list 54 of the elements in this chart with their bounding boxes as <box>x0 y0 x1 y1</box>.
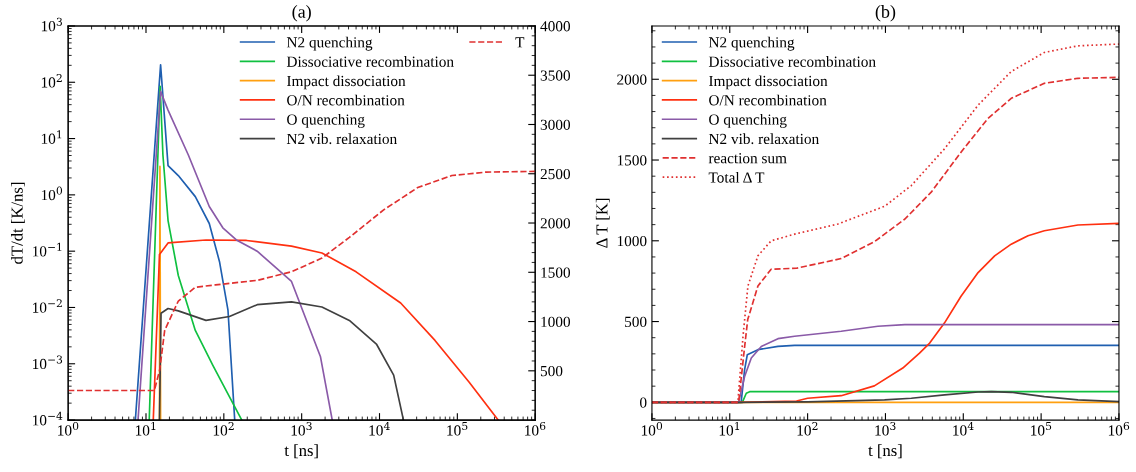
y-tick-label: 10$^{3}$ <box>41 17 62 32</box>
legend-label: Total Δ T <box>708 171 765 183</box>
x-tick-label: 10$^{1}$ <box>719 421 740 436</box>
x-tick-label: 10$^{4}$ <box>953 421 974 436</box>
legend-label: N2 quenching <box>286 36 373 51</box>
x-tick-label: 10$^{4}$ <box>369 421 390 436</box>
legend-label: O quenching <box>709 113 787 128</box>
x-axis-title: t [ns] <box>284 444 318 459</box>
legend-label: O quenching <box>287 113 365 128</box>
legend-label: Dissociative recombination <box>708 56 876 67</box>
y-tick-label: 10$^{2}$ <box>41 73 62 88</box>
y2-tick-label: 3500 <box>540 70 571 81</box>
y2-tick-label: 1000 <box>541 316 571 327</box>
y2-tick-label: 4000 <box>540 21 571 32</box>
x-tick-label: 10$^{5}$ <box>447 422 468 436</box>
y-tick-label: 500 <box>625 316 647 327</box>
y-tick-label: 10$^{0}$ <box>41 186 63 201</box>
y-tick-label: 2000 <box>617 74 647 85</box>
x-tick-label: 10$^{6}$ <box>525 421 546 436</box>
x-axis-title: t [ns] <box>868 444 902 459</box>
legend-label: Impact dissociation <box>709 75 828 90</box>
legend-label: N2 vib. relaxation <box>708 133 819 145</box>
y2-tick-label: 3000 <box>540 119 571 130</box>
legend-label: Dissociative recombination <box>286 56 454 67</box>
x-tick-label: 10$^{2}$ <box>797 421 818 436</box>
legend-label: T <box>515 37 525 48</box>
x-tick-label: 10$^{3}$ <box>291 421 312 436</box>
legend-label: N2 vib. relaxation <box>286 133 397 145</box>
y2-tick-label: 500 <box>540 365 563 377</box>
y-axis-title: dT/dt [K/ns] <box>11 182 25 264</box>
x-tick-label: 10$^{6}$ <box>1108 421 1130 436</box>
y-tick-label: 1500 <box>617 155 647 166</box>
y-axis-title: Δ T [K] <box>595 198 610 248</box>
legend-label: Impact dissociation <box>287 75 406 90</box>
y2-tick-label: 1500 <box>541 267 571 278</box>
y-tick-label: 10$^{−2}$ <box>33 299 62 313</box>
legend-label: O/N recombination <box>287 94 405 106</box>
x-tick-label: 10$^{5}$ <box>1031 422 1052 436</box>
chart-title: (a) <box>292 5 311 22</box>
y2-tick-label: 2500 <box>540 168 571 180</box>
legend-label: N2 quenching <box>708 36 795 51</box>
x-tick-label: 10$^{3}$ <box>875 421 896 436</box>
x-tick-label: 10$^{2}$ <box>213 421 234 436</box>
y-tick-label: 1000 <box>617 235 647 247</box>
chart-title: (b) <box>875 5 896 22</box>
y-tick-label: 10$^{−3}$ <box>33 355 63 370</box>
legend-label: reaction sum <box>708 153 787 164</box>
y-tick-label: 10$^{1}$ <box>41 130 62 144</box>
y-tick-label: 10$^{−1}$ <box>33 242 62 257</box>
legend-label: O/N recombination <box>709 94 827 106</box>
x-tick-label: 10$^{0}$ <box>641 421 663 436</box>
y2-tick-label: 2000 <box>540 218 571 229</box>
y-tick-label: 0 <box>640 397 647 408</box>
x-tick-label: 10$^{1}$ <box>135 421 156 436</box>
